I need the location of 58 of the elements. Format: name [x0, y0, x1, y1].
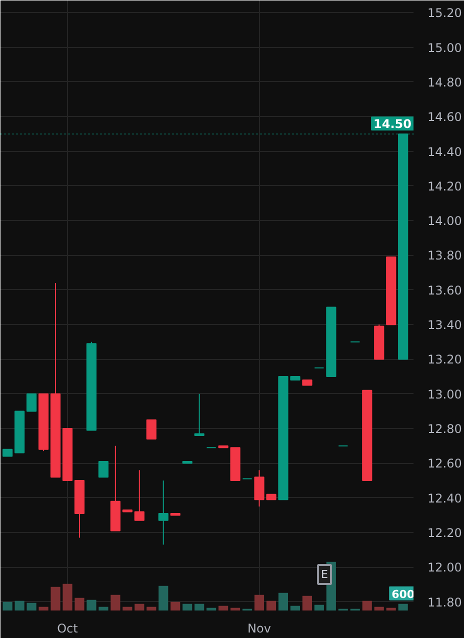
bar [230, 608, 240, 610]
bar [362, 600, 372, 610]
bar [254, 594, 264, 610]
candlestick [26, 393, 37, 412]
ref-line-label: 14.50 [374, 116, 412, 131]
candlestick [134, 470, 144, 521]
bar [146, 606, 156, 610]
bar [134, 604, 144, 610]
y-tick-label: 14.40 [428, 144, 462, 159]
y-tick-label: 14.20 [428, 179, 462, 194]
bar [206, 608, 216, 610]
y-tick-label: 12.20 [428, 526, 462, 540]
y-tick-label: 13.60 [428, 283, 462, 298]
x-tick-label: Nov [248, 622, 271, 636]
bar [290, 606, 300, 610]
bar [314, 604, 324, 610]
y-tick-label: 12.80 [428, 422, 462, 436]
bar [74, 598, 84, 610]
bar [26, 602, 36, 610]
bar [122, 606, 132, 610]
y-tick-label: 13.20 [428, 352, 462, 367]
bar [374, 606, 384, 610]
bar [218, 606, 228, 610]
bar [194, 604, 204, 610]
y-tick-label: 14.80 [428, 75, 462, 90]
bar [38, 606, 48, 610]
y-tick-label: 14.00 [428, 214, 462, 228]
y-tick-label: 15.00 [428, 40, 462, 55]
x-tick-label: Oct [57, 622, 78, 636]
candlestick [158, 480, 168, 546]
candlestick [194, 393, 204, 436]
y-tick-label: 12.40 [428, 491, 462, 506]
y-tick-label: 12.00 [428, 560, 462, 575]
bar [98, 606, 108, 610]
bar [386, 608, 396, 610]
y-tick-label: 12.60 [428, 456, 462, 471]
bar [86, 600, 96, 610]
bar [266, 600, 276, 610]
bar [62, 584, 72, 610]
y-tick-label: 15.20 [428, 6, 462, 20]
bar [170, 602, 180, 610]
bar [2, 602, 12, 610]
bar [278, 592, 288, 610]
y-tick-label: 13.40 [428, 318, 462, 332]
y-tick-label: 11.80 [428, 595, 462, 610]
candlestick [146, 419, 156, 440]
y-tick-label: 13.00 [428, 387, 462, 402]
bar [182, 604, 192, 610]
y-tick-label: 13.80 [428, 248, 462, 263]
bar [158, 586, 168, 610]
bar [110, 594, 120, 610]
y-tick-label: 14.60 [428, 110, 462, 124]
annotation: E [321, 568, 328, 581]
bar [14, 600, 24, 610]
bar [50, 586, 60, 610]
candlestick [98, 460, 109, 478]
bar [398, 604, 408, 610]
bar [302, 596, 312, 610]
